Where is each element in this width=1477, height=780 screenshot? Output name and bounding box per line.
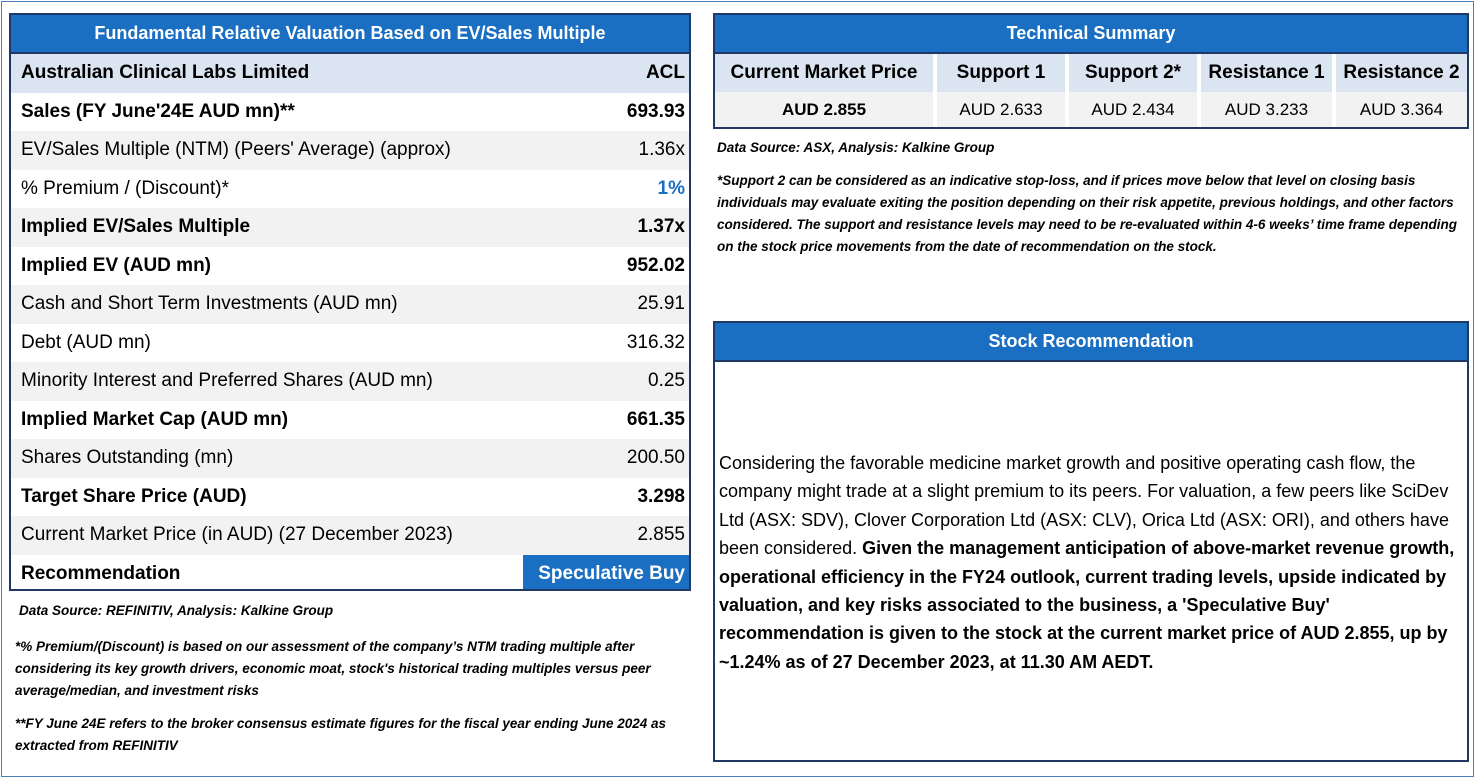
table-row: Implied EV/Sales Multiple 1.37x [11,208,689,247]
table-row: % Premium / (Discount)* 1% [11,169,689,208]
support-footnote: *Support 2 can be considered as an indic… [717,173,1457,254]
table-row: Target Share Price (AUD) 3.298 [11,477,689,516]
technical-source: Data Source: ASX, Analysis: Kalkine Grou… [717,140,995,155]
ticker: ACL [645,62,685,84]
recommendation-badge: Speculative Buy [523,554,689,589]
recommendation-paragraph: Considering the favorable medicine marke… [719,449,1463,676]
technical-grid: Current Market Price AUD 2.855 Support 1… [715,54,1467,127]
stock-recommendation-box: Stock Recommendation Considering the fav… [713,321,1469,762]
recommendation-row: Recommendation Speculative Buy [11,554,689,589]
technical-summary-table: Technical Summary Current Market Price A… [713,13,1469,129]
recommendation-text-bold: Given the management anticipation of abo… [719,538,1455,672]
technical-col-resistance2: Resistance 2 AUD 3.364 [1336,54,1467,127]
table-row: Minority Interest and Preferred Shares (… [11,362,689,401]
company-name: Australian Clinical Labs Limited [21,62,310,84]
table-row: Cash and Short Term Investments (AUD mn)… [11,285,689,324]
technical-col-resistance1: Resistance 1 AUD 3.233 [1201,54,1332,127]
table-row: Sales (FY June'24E AUD mn)** 693.93 [11,92,689,131]
valuation-table: Fundamental Relative Valuation Based on … [9,13,691,591]
technical-col-current: Current Market Price AUD 2.855 [715,54,933,127]
valuation-header-row: Australian Clinical Labs Limited ACL [11,54,689,93]
table-row: Debt (AUD mn) 316.32 [11,323,689,362]
technical-col-support2: Support 2* AUD 2.434 [1069,54,1197,127]
valuation-source: Data Source: REFINITIV, Analysis: Kalkin… [19,603,334,618]
premium-footnote: *% Premium/(Discount) is based on our as… [15,639,651,698]
fy-footnote: **FY June 24E refers to the broker conse… [15,716,666,753]
recommendation-text-normal: Considering the favorable medicine marke… [719,453,1449,559]
table-row: Implied Market Cap (AUD mn) 661.35 [11,400,689,439]
table-row: Implied EV (AUD mn) 952.02 [11,246,689,285]
table-row: Shares Outstanding (mn) 200.50 [11,439,689,478]
premium-value: 1% [657,177,685,199]
recommendation-title: Stock Recommendation [715,323,1467,362]
table-row: Current Market Price (in AUD) (27 Decemb… [11,516,689,555]
technical-col-support1: Support 1 AUD 2.633 [937,54,1065,127]
technical-title: Technical Summary [715,15,1467,54]
table-row: EV/Sales Multiple (NTM) (Peers' Average)… [11,131,689,170]
valuation-title: Fundamental Relative Valuation Based on … [11,15,689,54]
